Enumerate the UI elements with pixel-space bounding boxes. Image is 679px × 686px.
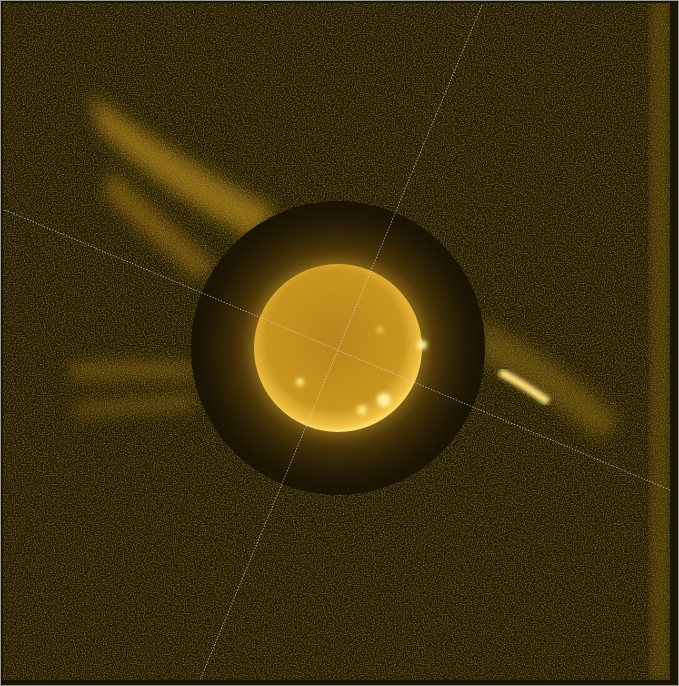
edge-glow [650, 3, 670, 680]
field [3, 3, 670, 680]
grid-line [4, 209, 670, 491]
streamers [70, 95, 620, 440]
active-regions [296, 327, 427, 415]
bright-streamer [498, 368, 551, 406]
sun-disk [254, 264, 422, 432]
grid-line [199, 4, 483, 680]
